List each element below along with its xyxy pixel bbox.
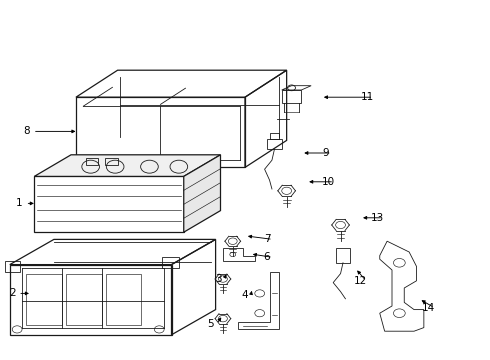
Polygon shape	[34, 155, 220, 176]
Text: 10: 10	[322, 177, 335, 187]
Text: 3: 3	[215, 274, 221, 284]
Text: 13: 13	[370, 213, 384, 223]
Text: 12: 12	[353, 276, 367, 286]
Polygon shape	[184, 155, 220, 232]
Text: 5: 5	[207, 319, 214, 329]
Text: 6: 6	[264, 252, 270, 262]
Bar	[86, 158, 98, 165]
Text: 9: 9	[322, 148, 329, 158]
Text: 1: 1	[16, 198, 23, 208]
Text: 11: 11	[361, 92, 374, 102]
Text: 14: 14	[422, 303, 436, 313]
Text: 2: 2	[9, 288, 16, 298]
Text: 7: 7	[264, 234, 270, 244]
Text: 4: 4	[242, 290, 248, 300]
Bar	[105, 158, 118, 165]
Text: 8: 8	[24, 126, 30, 136]
